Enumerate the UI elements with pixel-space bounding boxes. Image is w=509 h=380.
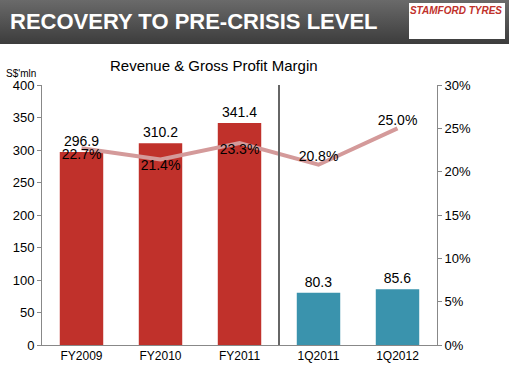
svg-text:80.3: 80.3	[305, 274, 332, 290]
svg-text:400: 400	[13, 78, 35, 93]
svg-text:1Q2011: 1Q2011	[298, 349, 340, 363]
svg-text:25%: 25%	[445, 121, 471, 136]
svg-text:FY2009: FY2009	[60, 349, 102, 363]
svg-text:150: 150	[13, 240, 35, 255]
svg-text:22.7%: 22.7%	[62, 146, 102, 162]
svg-text:0: 0	[27, 338, 34, 353]
svg-text:15%: 15%	[445, 208, 471, 223]
svg-text:S$'mln: S$'mln	[6, 68, 36, 79]
html-text:RECOVERY TO PRE-CRISIS LEVEL: RECOVERY TO PRE-CRISIS LEVEL	[10, 9, 378, 34]
svg-text:100: 100	[13, 273, 35, 288]
svg-text:200: 200	[13, 208, 35, 223]
svg-text:5%: 5%	[445, 294, 464, 309]
svg-text:21.4%: 21.4%	[141, 157, 181, 173]
svg-text:1Q2012: 1Q2012	[376, 349, 419, 363]
svg-text:Revenue & Gross Profit Margin: Revenue & Gross Profit Margin	[110, 57, 318, 74]
svg-text:20%: 20%	[445, 164, 471, 179]
svg-text:23.3%: 23.3%	[220, 141, 260, 157]
html-text:STAMFORD TYRES: STAMFORD TYRES	[410, 5, 502, 16]
svg-text:296.9: 296.9	[64, 133, 99, 149]
svg-text:30%: 30%	[445, 78, 471, 93]
svg-text:310.2: 310.2	[143, 124, 178, 140]
svg-text:25.0%: 25.0%	[378, 112, 418, 128]
svg-text:300: 300	[13, 143, 35, 158]
svg-text:10%: 10%	[445, 251, 471, 266]
svg-text:20.8%: 20.8%	[299, 148, 339, 164]
svg-text:FY2010: FY2010	[139, 349, 181, 363]
svg-text:0%: 0%	[445, 338, 464, 353]
svg-text:350: 350	[13, 110, 35, 125]
svg-text:85.6: 85.6	[384, 270, 411, 286]
svg-text:FY2011: FY2011	[219, 349, 260, 363]
svg-text:250: 250	[13, 175, 35, 190]
svg-text:50: 50	[20, 305, 34, 320]
svg-text:341.4: 341.4	[222, 104, 257, 120]
